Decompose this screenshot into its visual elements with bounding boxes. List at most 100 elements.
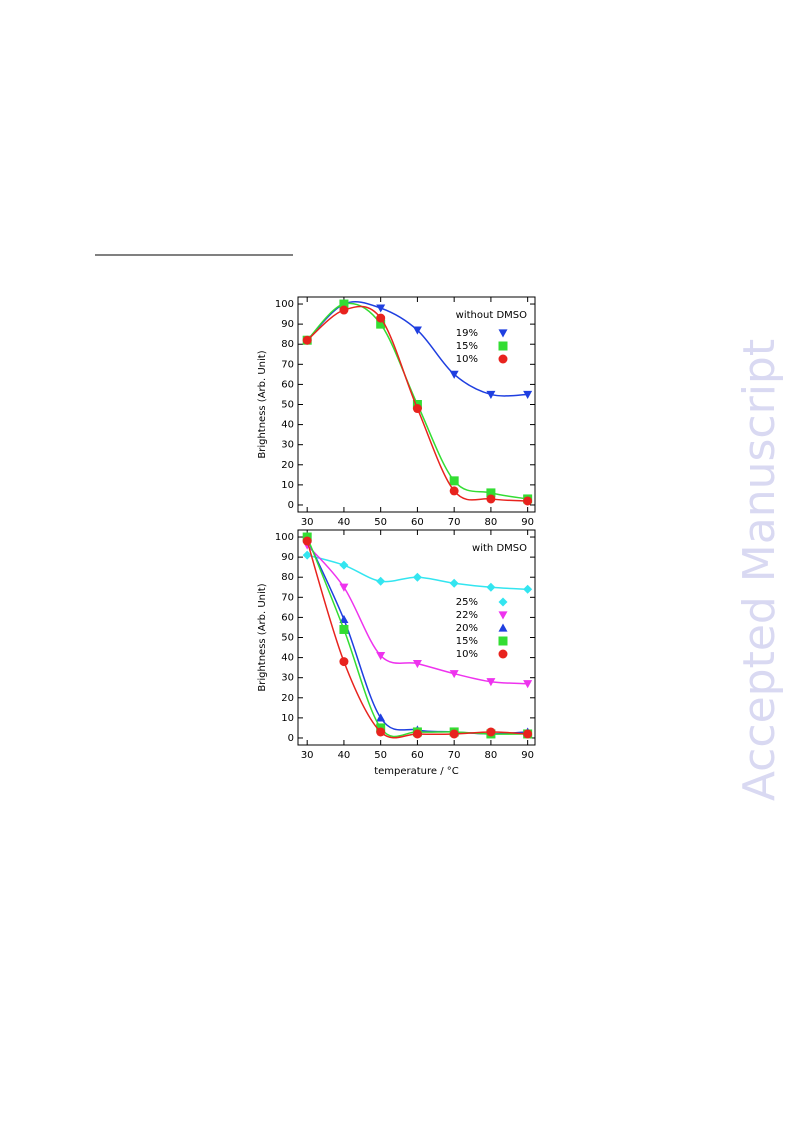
marker: [339, 657, 349, 667]
marker: [449, 370, 459, 379]
x-tick-label: 90: [521, 517, 534, 528]
x-tick-label: 80: [485, 517, 498, 528]
y-tick-label: 0: [288, 733, 294, 744]
legend-label: 10%: [456, 649, 478, 660]
series-line: [306, 540, 528, 739]
marker: [523, 680, 533, 689]
marker: [523, 729, 533, 739]
x-tick-label: 80: [485, 750, 498, 761]
marker: [486, 494, 496, 504]
legend-label: 19%: [456, 328, 478, 339]
x-tick-label: 70: [448, 517, 461, 528]
y-tick-label: 60: [281, 612, 294, 623]
marker: [486, 390, 496, 399]
y-tick-label: 80: [281, 572, 294, 583]
y-tick-label: 80: [281, 339, 294, 350]
legend-label: 10%: [456, 354, 478, 365]
legend-marker: [498, 341, 508, 351]
watermark: Accepted Manuscript: [734, 339, 785, 801]
marker: [376, 304, 386, 313]
marker: [376, 651, 386, 661]
marker: [523, 584, 533, 594]
y-tick-label: 70: [281, 592, 294, 603]
y-tick-label: 20: [281, 460, 294, 471]
x-tick-label: 90: [521, 750, 534, 761]
marker: [339, 560, 349, 570]
marker: [302, 536, 312, 546]
x-tick-label: 50: [374, 517, 387, 528]
y-tick-label: 10: [281, 713, 294, 724]
x-tick-label: 60: [411, 750, 424, 761]
marker: [339, 624, 349, 634]
marker: [412, 404, 422, 414]
y-tick-label: 60: [281, 379, 294, 390]
x-tick-label: 40: [338, 517, 351, 528]
legend-label: 15%: [456, 636, 478, 647]
y-tick-label: 100: [275, 299, 294, 310]
legend-label: 25%: [456, 597, 478, 608]
marker: [449, 486, 459, 496]
y-tick-label: 40: [281, 420, 294, 431]
legend-marker: [498, 597, 508, 607]
marker: [339, 305, 349, 315]
x-axis-label: temperature / °C: [374, 766, 459, 777]
legend-label: 22%: [456, 610, 478, 621]
legend-label: 15%: [456, 341, 478, 352]
marker: [339, 583, 349, 592]
marker: [412, 572, 422, 582]
legend-marker: [498, 623, 508, 632]
annotation: without DMSO: [456, 310, 527, 321]
legend-marker: [498, 611, 508, 620]
x-tick-label: 30: [301, 750, 314, 761]
marker: [486, 488, 496, 498]
legend-marker: [498, 636, 508, 646]
marker: [412, 729, 422, 739]
series-line: [306, 538, 528, 735]
marker: [449, 578, 459, 588]
marker: [412, 660, 422, 669]
marker: [449, 476, 459, 486]
x-tick-label: 40: [338, 750, 351, 761]
marker: [376, 727, 386, 737]
marker: [523, 496, 533, 506]
y-tick-label: 90: [281, 552, 294, 563]
marker: [486, 582, 496, 592]
y-tick-label: 100: [275, 532, 294, 543]
x-tick-label: 70: [448, 750, 461, 761]
y-tick-label: 70: [281, 359, 294, 370]
marker: [376, 319, 386, 329]
legend-marker: [498, 354, 508, 364]
x-tick-label: 50: [374, 750, 387, 761]
marker: [302, 335, 312, 345]
marker: [339, 299, 349, 309]
y-tick-label: 50: [281, 400, 294, 411]
marker: [376, 313, 386, 323]
y-tick-label: 40: [281, 653, 294, 664]
y-axis-label: Brightness (Arb. Unit): [257, 583, 268, 691]
marker: [449, 670, 459, 679]
marker: [449, 729, 459, 739]
annotation: with DMSO: [472, 543, 527, 554]
y-tick-label: 30: [281, 440, 294, 451]
y-tick-label: 50: [281, 633, 294, 644]
y-tick-label: 0: [288, 500, 294, 511]
y-tick-label: 30: [281, 673, 294, 684]
x-tick-label: 30: [301, 517, 314, 528]
marker: [376, 576, 386, 586]
marker: [339, 614, 349, 624]
y-tick-label: 20: [281, 693, 294, 704]
x-tick-label: 60: [411, 517, 424, 528]
y-tick-label: 10: [281, 480, 294, 491]
series-line: [306, 536, 528, 738]
marker: [486, 678, 496, 687]
y-axis-label: Brightness (Arb. Unit): [257, 350, 268, 458]
marker: [523, 390, 533, 399]
legend-marker: [498, 649, 508, 659]
legend-label: 20%: [456, 623, 478, 634]
legend-marker: [498, 329, 508, 338]
y-tick-label: 90: [281, 319, 294, 330]
marker: [486, 727, 496, 737]
marker: [302, 550, 312, 560]
